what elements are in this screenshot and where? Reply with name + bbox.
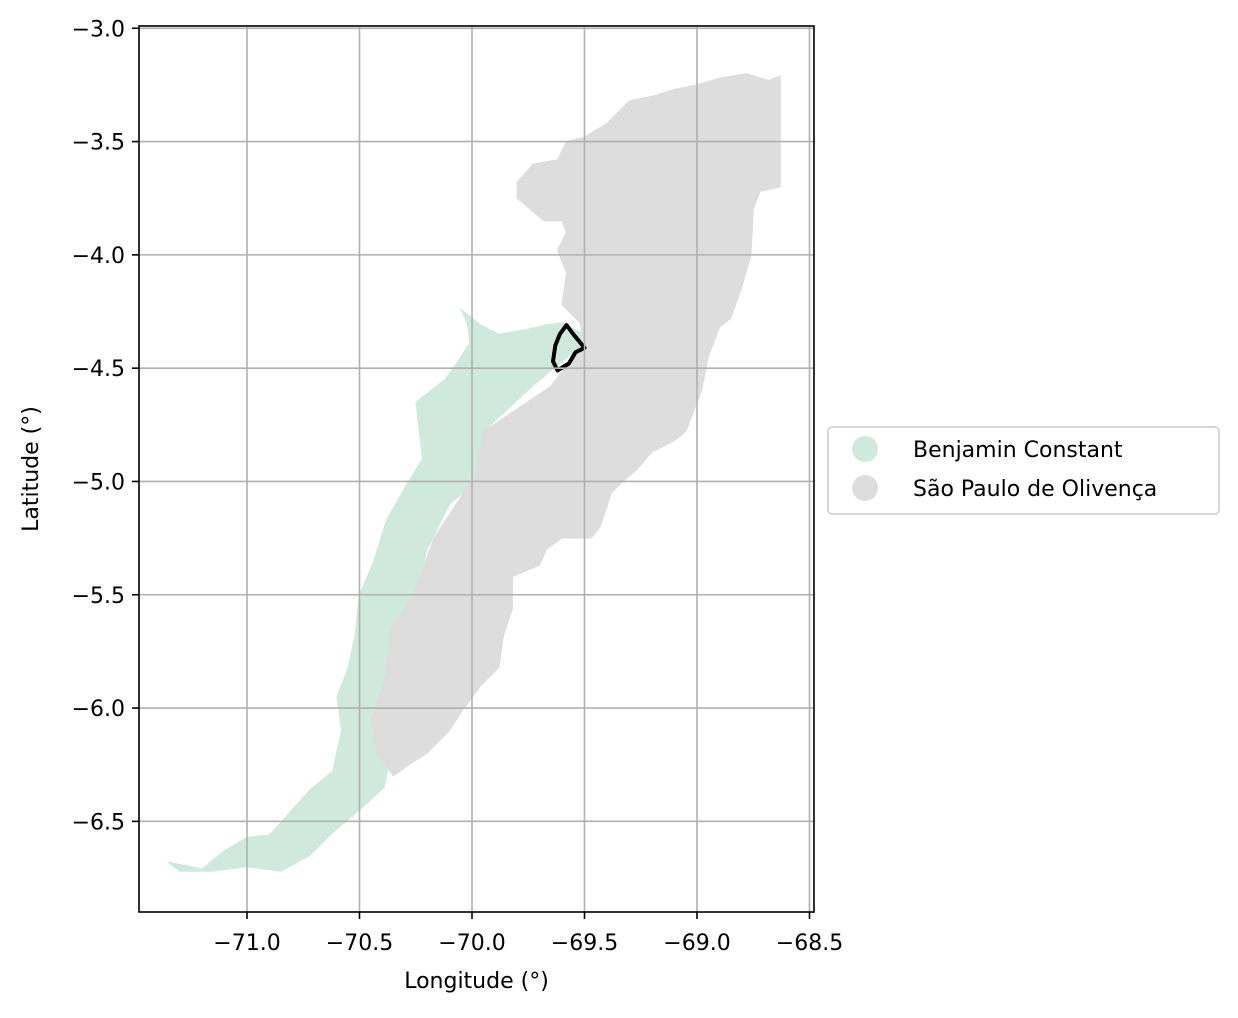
x-tick-label: −70.0 <box>438 931 505 956</box>
x-tick-label: −70.5 <box>326 931 393 956</box>
axes-frame <box>138 25 815 913</box>
x-tick-label: −71.0 <box>213 931 280 956</box>
grid-lines <box>139 26 814 912</box>
y-tick-label: −4.5 <box>72 357 125 382</box>
map-outline-layer <box>551 323 587 373</box>
y-tick-label: −3.5 <box>72 131 125 156</box>
x-tick-label: −69.5 <box>551 931 618 956</box>
y-tick-label: −3.0 <box>72 17 125 42</box>
y-tick-label: −6.0 <box>72 697 125 722</box>
legend-label-sao-paulo-de-olivenca: São Paulo de Olivença <box>913 477 1157 502</box>
y-tick-label: −5.5 <box>72 584 125 609</box>
x-axis-ticks: −71.0 −70.5 −70.0 −69.5 −69.0 −68.5 <box>213 912 843 956</box>
y-axis-ticks: −3.0 −3.5 −4.0 −4.5 −5.0 −5.5 −6.0 −6.5 <box>72 17 139 835</box>
boundary-outline <box>551 323 587 373</box>
legend-swatch-sao-paulo-de-olivenca <box>852 475 878 501</box>
y-tick-label: −5.0 <box>72 470 125 495</box>
map-regions <box>167 73 781 872</box>
legend-label-benjamin-constant: Benjamin Constant <box>913 438 1123 463</box>
y-tick-label: −4.0 <box>72 244 125 269</box>
x-tick-label: −69.0 <box>663 931 730 956</box>
legend-box <box>827 426 1220 515</box>
region-benjamin-constant <box>167 308 595 872</box>
legend-swatch-benjamin-constant <box>852 436 878 462</box>
x-axis-label: Longitude (°) <box>404 969 549 994</box>
x-tick-label: −68.5 <box>776 931 843 956</box>
y-tick-label: −6.5 <box>72 810 125 835</box>
legend: Benjamin Constant São Paulo de Olivença <box>827 426 1220 515</box>
y-axis-label: Latitude (°) <box>19 406 44 532</box>
region-sao-paulo-de-olivenca <box>370 73 781 777</box>
